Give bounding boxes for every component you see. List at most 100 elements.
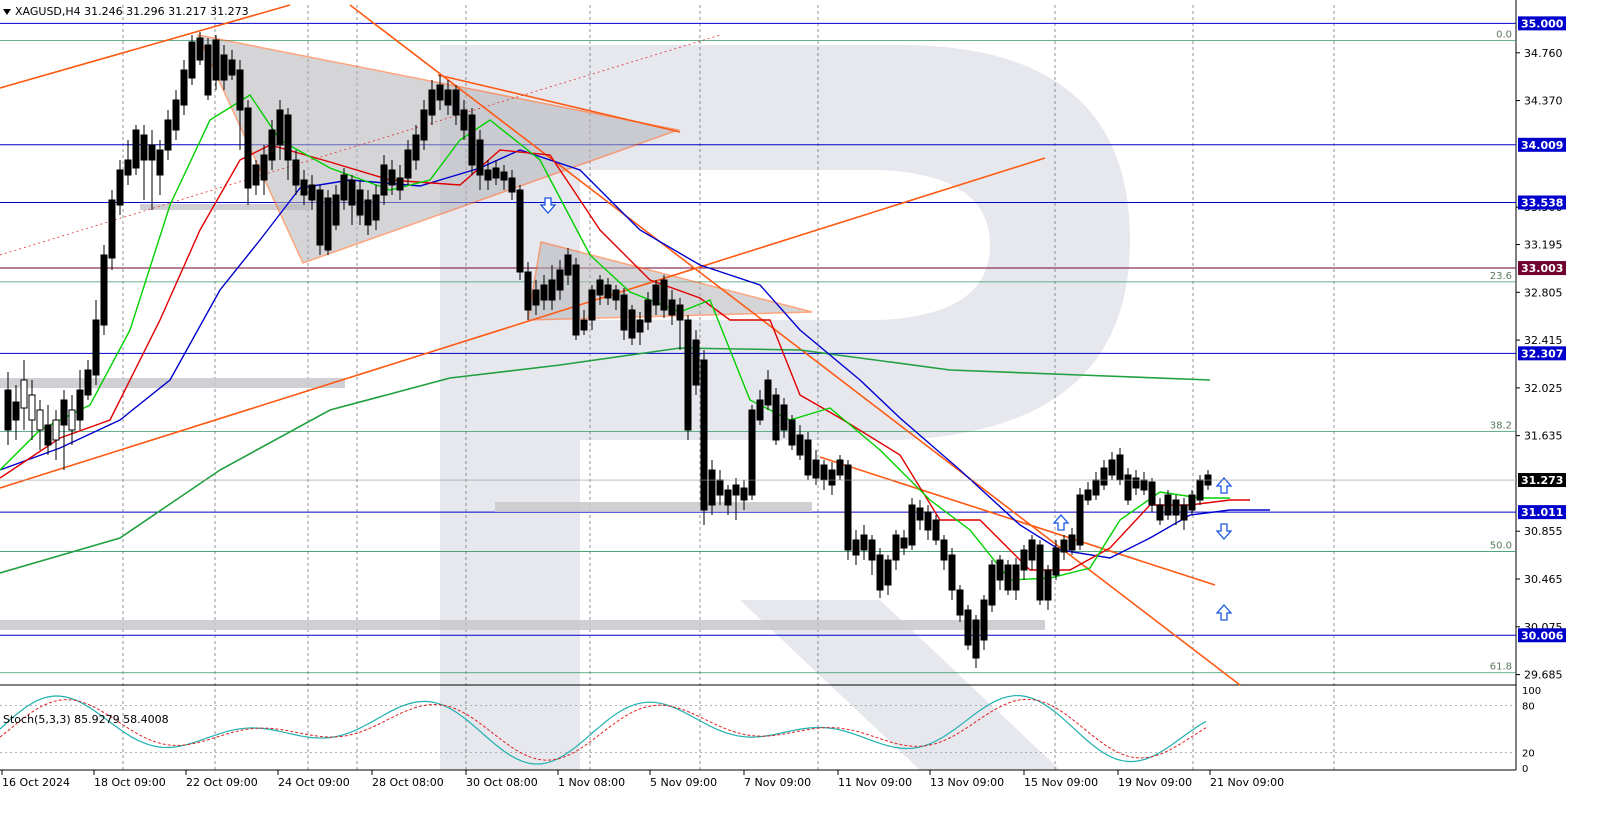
stochastic-pane (0, 694, 1516, 765)
candle-body (396, 177, 404, 191)
price-tick-label: 32.805 (1524, 286, 1563, 299)
candle-body (188, 41, 196, 79)
candle-body (28, 394, 36, 421)
candle-body (1132, 477, 1140, 489)
candle-body (68, 409, 76, 431)
candle-body (212, 39, 220, 81)
level-price-label: 30.006 (1521, 629, 1564, 642)
candle-body (180, 69, 188, 106)
candle-body (588, 289, 596, 321)
candle-body (852, 539, 860, 556)
chevron-down-icon[interactable] (3, 9, 11, 15)
level-price-label: 33.538 (1521, 197, 1563, 210)
candle-body (156, 149, 164, 176)
candle-body (500, 171, 508, 181)
candle-body (1044, 569, 1052, 601)
candle-body (420, 109, 428, 141)
time-tick-label: 19 Nov 09:00 (1118, 776, 1192, 789)
price-tick-label: 34.370 (1524, 95, 1563, 108)
candle-body (940, 539, 948, 561)
candle-body (692, 339, 700, 386)
support-zone (0, 378, 345, 388)
candle-body (364, 199, 372, 226)
grid (0, 0, 1517, 771)
price-tick-label: 31.635 (1524, 430, 1563, 443)
price-axis[interactable]: 34.76034.37033.50033.19532.80532.41532.0… (0, 16, 1566, 775)
time-tick-label: 21 Nov 09:00 (1210, 776, 1284, 789)
level-price-label: 35.000 (1521, 17, 1564, 30)
price-tick-label: 32.415 (1524, 334, 1563, 347)
candle-body (884, 559, 892, 586)
candle-body (1028, 539, 1036, 561)
candle-body (660, 279, 668, 311)
candle-body (668, 299, 676, 316)
candle-body (724, 489, 732, 506)
candle-body (204, 44, 212, 96)
candle-body (620, 294, 628, 331)
candle-body (292, 159, 300, 186)
time-tick-label: 16 Oct 2024 (2, 776, 70, 789)
level-price-label-bg (1518, 137, 1566, 152)
candle-body (332, 194, 340, 226)
fib-label: 38.2 (1490, 420, 1512, 431)
candle-body (1076, 494, 1084, 546)
candle-body (60, 399, 68, 426)
candle-body (492, 167, 500, 179)
candle-body (436, 84, 444, 101)
candle-body (532, 289, 540, 306)
time-axis[interactable]: 16 Oct 2024 18 Oct 09:00 22 Oct 09:00 24 Oc… (1, 770, 1284, 789)
candle-body (1148, 481, 1156, 506)
candle-body (1108, 459, 1116, 476)
candle-body (844, 464, 852, 551)
fibonacci-levels[interactable]: 0.0 23.6 38.2 50.0 61.8 (0, 30, 1516, 674)
candle-body (716, 479, 724, 496)
candle-body (1156, 504, 1164, 521)
candle-body (516, 189, 524, 273)
candle-body (76, 389, 84, 421)
candle-body (380, 164, 388, 196)
candle-body (732, 484, 740, 496)
trendlines[interactable] (0, 4, 1241, 686)
candle-body (348, 179, 356, 206)
candle-body (1060, 539, 1068, 553)
candle-body (36, 409, 44, 431)
price-tick-label: 30.465 (1524, 573, 1563, 586)
support-zone (0, 620, 1045, 630)
time-tick-label: 13 Nov 09:00 (930, 776, 1004, 789)
candle-body (20, 379, 28, 409)
candle-body (916, 507, 924, 521)
price-tick-label: 30.855 (1524, 525, 1563, 538)
candle-body (12, 401, 20, 421)
candle-body (1172, 499, 1180, 516)
moving-average-line (0, 144, 1250, 571)
time-tick-label: 15 Nov 09:00 (1024, 776, 1098, 789)
candle-body (84, 369, 92, 396)
time-tick-label: 30 Oct 08:00 (466, 776, 538, 789)
candle-body (356, 189, 364, 216)
support-zone (495, 502, 812, 512)
candle-body (780, 404, 788, 431)
candle-body (52, 419, 60, 441)
candle-body (756, 399, 764, 421)
candle-body (988, 564, 996, 606)
candle-body (564, 254, 572, 276)
moving-averages (0, 94, 1270, 581)
candle-body (684, 319, 692, 431)
ohlc-open: 31.246 (84, 5, 123, 18)
signal-arrows[interactable] (539, 197, 1233, 621)
fib-label: 0.0 (1496, 30, 1512, 41)
candle-body (772, 394, 780, 441)
fib-label: 61.8 (1490, 662, 1512, 673)
fib-label: 50.0 (1490, 540, 1512, 551)
candle-body (1140, 479, 1148, 491)
candle-body (972, 619, 980, 659)
candle-body (316, 189, 324, 246)
candle-body (1100, 467, 1108, 486)
stoch-signal-line (0, 698, 1207, 761)
time-tick-label: 24 Oct 09:00 (278, 776, 350, 789)
price-tick-label: 29.685 (1524, 669, 1563, 682)
candle-body (508, 177, 516, 193)
candle-body (460, 109, 468, 131)
candle-body (1068, 534, 1076, 551)
